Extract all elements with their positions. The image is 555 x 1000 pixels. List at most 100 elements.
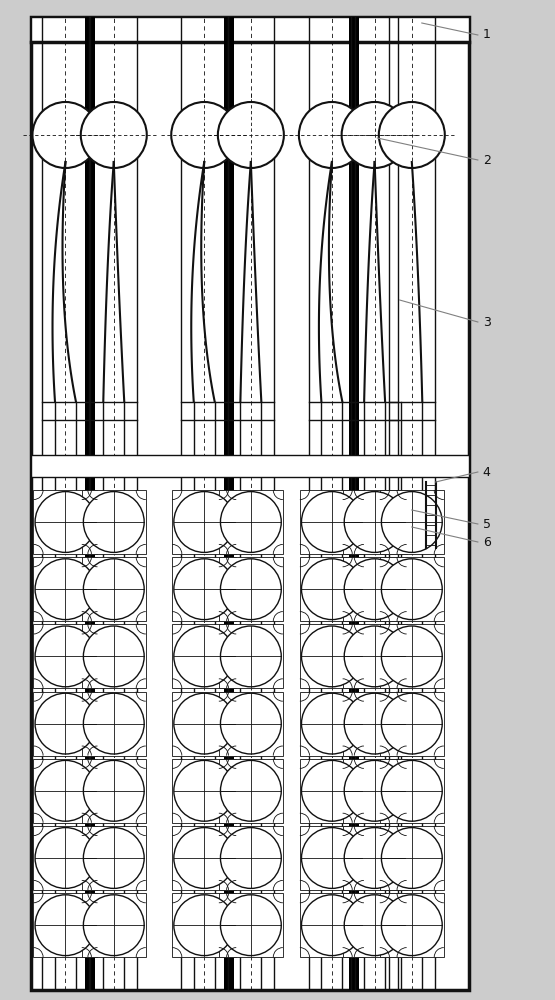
- Bar: [342, 893, 407, 957]
- Bar: [172, 893, 236, 957]
- Bar: [300, 557, 364, 621]
- Circle shape: [220, 626, 281, 687]
- Circle shape: [35, 626, 96, 687]
- Bar: [300, 759, 364, 823]
- Bar: [342, 759, 407, 823]
- Circle shape: [379, 102, 445, 168]
- Circle shape: [344, 693, 405, 754]
- Bar: [300, 692, 364, 756]
- Bar: [172, 692, 236, 756]
- Circle shape: [33, 102, 98, 168]
- Circle shape: [344, 559, 405, 620]
- Bar: [224, 17, 234, 990]
- Bar: [33, 893, 98, 957]
- Circle shape: [81, 102, 147, 168]
- Bar: [380, 826, 444, 890]
- Circle shape: [220, 693, 281, 754]
- Circle shape: [218, 102, 284, 168]
- Circle shape: [381, 760, 442, 821]
- Bar: [82, 557, 146, 621]
- Bar: [219, 624, 283, 688]
- Bar: [380, 624, 444, 688]
- Circle shape: [220, 492, 281, 552]
- Bar: [33, 557, 98, 621]
- Bar: [219, 490, 283, 554]
- Circle shape: [83, 828, 144, 888]
- Circle shape: [83, 895, 144, 956]
- Circle shape: [35, 693, 96, 754]
- Circle shape: [299, 102, 365, 168]
- Circle shape: [301, 760, 362, 821]
- Bar: [219, 893, 283, 957]
- Bar: [82, 826, 146, 890]
- Circle shape: [83, 626, 144, 687]
- Bar: [380, 490, 444, 554]
- Bar: [219, 759, 283, 823]
- Bar: [380, 557, 444, 621]
- Text: 6: 6: [483, 536, 491, 548]
- Circle shape: [301, 559, 362, 620]
- Circle shape: [381, 895, 442, 956]
- Circle shape: [174, 895, 235, 956]
- Circle shape: [344, 828, 405, 888]
- Bar: [219, 557, 283, 621]
- Circle shape: [301, 895, 362, 956]
- Circle shape: [174, 559, 235, 620]
- Circle shape: [174, 693, 235, 754]
- Bar: [300, 826, 364, 890]
- Text: 3: 3: [483, 316, 491, 328]
- Bar: [33, 692, 98, 756]
- Circle shape: [174, 760, 235, 821]
- Bar: [33, 759, 98, 823]
- Bar: [31, 17, 469, 42]
- Circle shape: [83, 559, 144, 620]
- Circle shape: [344, 492, 405, 552]
- Bar: [380, 692, 444, 756]
- Bar: [300, 624, 364, 688]
- Circle shape: [381, 828, 442, 888]
- Bar: [342, 624, 407, 688]
- Bar: [33, 826, 98, 890]
- Bar: [342, 692, 407, 756]
- Bar: [172, 826, 236, 890]
- Circle shape: [342, 102, 407, 168]
- Bar: [219, 826, 283, 890]
- Bar: [33, 490, 98, 554]
- Bar: [82, 490, 146, 554]
- Circle shape: [35, 760, 96, 821]
- Bar: [349, 17, 359, 990]
- Bar: [172, 624, 236, 688]
- Circle shape: [83, 760, 144, 821]
- Circle shape: [35, 492, 96, 552]
- Bar: [219, 692, 283, 756]
- Text: 2: 2: [483, 153, 491, 166]
- Circle shape: [381, 492, 442, 552]
- Circle shape: [344, 760, 405, 821]
- Bar: [82, 893, 146, 957]
- Circle shape: [35, 828, 96, 888]
- Bar: [300, 893, 364, 957]
- Bar: [31, 455, 469, 477]
- Circle shape: [344, 626, 405, 687]
- Bar: [342, 557, 407, 621]
- Circle shape: [174, 828, 235, 888]
- Circle shape: [381, 559, 442, 620]
- Bar: [82, 692, 146, 756]
- Circle shape: [381, 693, 442, 754]
- Circle shape: [83, 492, 144, 552]
- Bar: [82, 759, 146, 823]
- Circle shape: [301, 626, 362, 687]
- Circle shape: [301, 492, 362, 552]
- Circle shape: [344, 895, 405, 956]
- Bar: [380, 893, 444, 957]
- Circle shape: [381, 626, 442, 687]
- Bar: [31, 17, 469, 990]
- Bar: [380, 759, 444, 823]
- Circle shape: [35, 559, 96, 620]
- Bar: [33, 624, 98, 688]
- Text: 5: 5: [483, 518, 491, 530]
- Text: 1: 1: [483, 28, 491, 41]
- Circle shape: [220, 559, 281, 620]
- Bar: [172, 759, 236, 823]
- Bar: [85, 17, 95, 990]
